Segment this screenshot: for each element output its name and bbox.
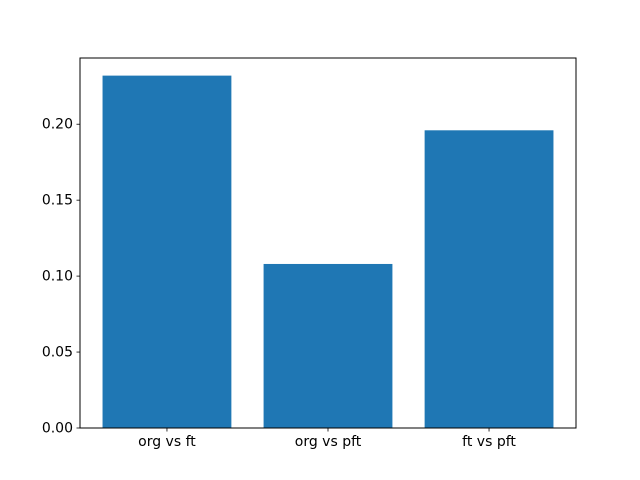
y-tick-label: 0.10	[42, 269, 73, 285]
x-tick-label: org vs ft	[138, 434, 196, 450]
y-tick-label: 0.20	[42, 117, 73, 133]
bar-org-vs-ft	[102, 75, 232, 428]
bar-org-vs-pft	[263, 263, 393, 428]
y-tick-label: 0.05	[42, 345, 73, 361]
x-tick-label: ft vs pft	[462, 434, 516, 450]
bar-ft-vs-pft	[424, 130, 554, 429]
y-tick-label: 0.00	[42, 421, 73, 437]
axes-frame	[79, 57, 577, 429]
x-tick-label: org vs pft	[295, 434, 362, 450]
y-tick-label: 0.15	[42, 193, 73, 209]
